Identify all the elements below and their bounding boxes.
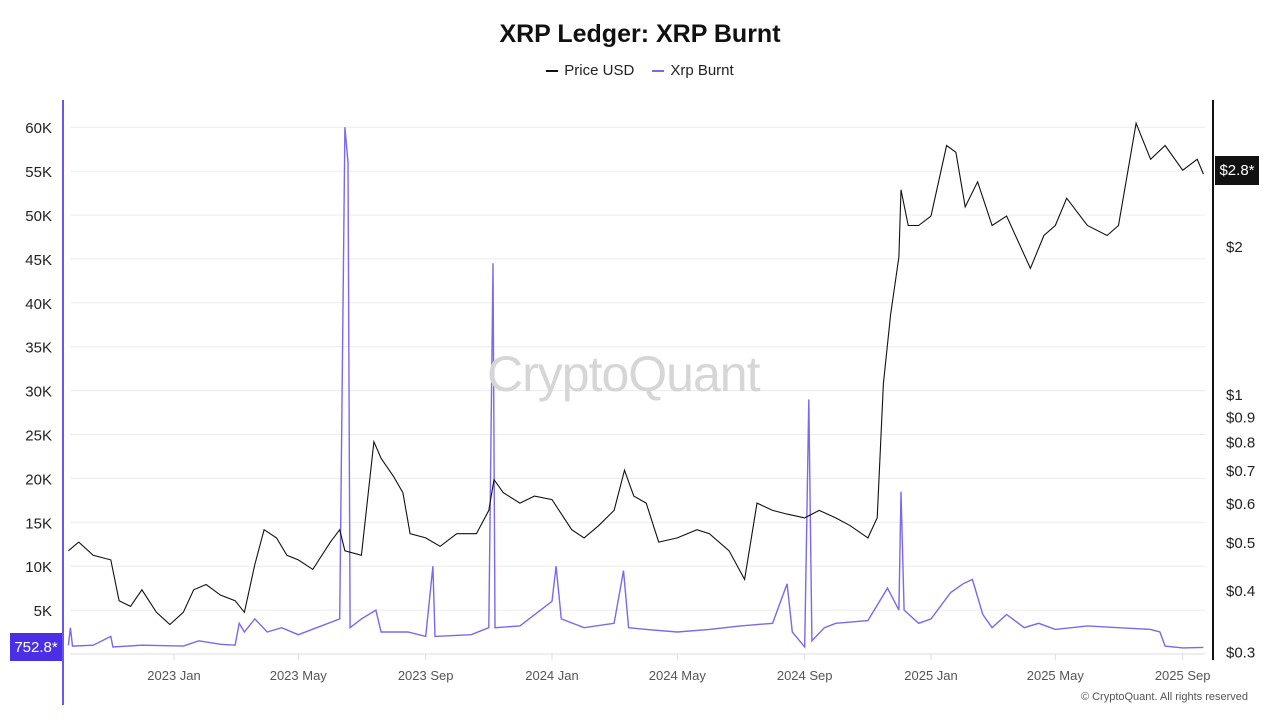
right-axis-tick-label: $0.5 <box>1226 535 1255 552</box>
legend-label-price: Price USD <box>564 62 635 79</box>
x-axis-tick-label: 2023 May <box>270 668 328 683</box>
chart-title: XRP Ledger: XRP Burnt <box>499 20 781 48</box>
current-price-badge: $2.8* <box>1215 156 1259 185</box>
legend-swatch-xrp-burnt <box>652 69 665 72</box>
x-axis-tick-label: 2023 Jan <box>147 668 201 683</box>
price-usd-line <box>68 121 1204 626</box>
legend-item-xrp-burnt[interactable]: Xrp Burnt <box>652 62 734 79</box>
x-axis-tick-label: 2023 Sep <box>398 668 454 683</box>
right-axis-tick-label: $0.8 <box>1226 435 1255 452</box>
left-axis-tick-label: 50K <box>25 208 52 225</box>
copyright-footer: © CryptoQuant. All rights reserved <box>1080 691 1248 703</box>
x-axis-tick-label: 2024 May <box>649 668 707 683</box>
right-axis-tick-label: $2 <box>1226 239 1243 256</box>
right-axis-tick-label: $0.4 <box>1226 583 1255 600</box>
watermark: CryptoQuant <box>487 346 760 402</box>
x-axis-tick-label: 2025 Jan <box>904 668 958 683</box>
current-burnt-badge: 752.8* <box>10 633 62 661</box>
left-axis-tick-label: 25K <box>25 428 52 445</box>
left-axis-tick-label: 5K <box>34 603 52 620</box>
right-axis-tick-label: $0.6 <box>1226 496 1255 513</box>
left-axis-tick-label: 45K <box>25 252 52 269</box>
left-axis-tick-label: 20K <box>25 471 52 488</box>
x-axis-tick-label: 2024 Sep <box>777 668 833 683</box>
xrp-burnt-line <box>67 127 1204 649</box>
right-axis-tick-label: $0.7 <box>1226 463 1255 480</box>
x-axis-tick-label: 2025 Sep <box>1155 668 1211 683</box>
x-axis-tick-label: 2025 May <box>1027 668 1085 683</box>
left-axis-tick-label: 15K <box>25 515 52 532</box>
left-axis-tick-label: 10K <box>25 559 52 576</box>
x-axis-tick-label: 2024 Jan <box>525 668 579 683</box>
legend: Price USD Xrp Burnt <box>0 62 1280 79</box>
legend-swatch-price <box>546 69 559 72</box>
left-axis-tick-label: 60K <box>25 120 52 137</box>
left-axis-tick-label: 30K <box>25 384 52 401</box>
legend-label-xrp-burnt: Xrp Burnt <box>670 62 734 79</box>
right-axis-tick-label: $0.9 <box>1226 410 1255 427</box>
right-axis-tick-label: $1 <box>1226 387 1243 404</box>
legend-item-price[interactable]: Price USD <box>546 62 634 79</box>
left-axis-tick-label: 40K <box>25 296 52 313</box>
left-axis-tick-label: 55K <box>25 164 52 181</box>
right-axis-tick-label: $0.3 <box>1226 644 1255 661</box>
left-axis-tick-label: 35K <box>25 340 52 357</box>
